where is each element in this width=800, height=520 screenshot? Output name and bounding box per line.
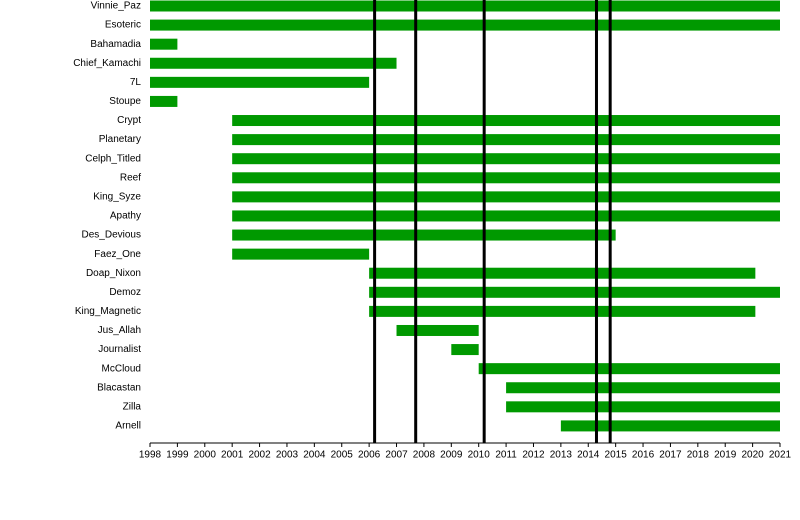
bar (232, 229, 616, 241)
x-tick-label: 2004 (303, 450, 326, 461)
bar (478, 363, 780, 375)
bar (396, 324, 479, 336)
bar (150, 57, 397, 69)
x-tick-label: 2015 (605, 450, 628, 461)
row-label: 7L (130, 77, 142, 88)
x-tick-label: 2011 (495, 450, 517, 461)
row-label: Des_Devious (82, 230, 141, 241)
x-tick-label: 2020 (741, 450, 764, 461)
bar (232, 115, 780, 127)
x-tick-label: 2019 (714, 450, 737, 461)
x-tick-label: 2000 (194, 450, 217, 461)
x-tick-label: 2018 (687, 450, 710, 461)
bar (369, 305, 756, 317)
bar (232, 248, 370, 260)
row-label: Apathy (110, 211, 141, 222)
x-tick-label: 1999 (166, 450, 189, 461)
x-tick-label: 2003 (276, 450, 299, 461)
row-label: Faez_One (94, 249, 141, 260)
row-label: King_Syze (93, 192, 141, 203)
bar (232, 172, 780, 184)
row-label: McCloud (102, 363, 141, 374)
row-label: Crypt (117, 115, 141, 126)
bar (232, 134, 780, 146)
x-tick-label: 2009 (440, 450, 463, 461)
row-label: Doap_Nixon (86, 268, 141, 279)
x-tick-label: 2012 (522, 450, 545, 461)
bar (232, 153, 780, 165)
x-tick-label: 2005 (331, 450, 354, 461)
row-label: Planetary (99, 134, 141, 145)
row-label: Chief_Kamachi (73, 58, 141, 69)
row-label: Journalist (98, 344, 141, 355)
bar (150, 19, 780, 31)
bar (560, 420, 780, 432)
row-label: Jus_Allah (98, 325, 141, 336)
row-label: Celph_Titled (85, 153, 141, 164)
row-label: Arnell (115, 421, 141, 432)
row-label: Reef (120, 172, 141, 183)
x-tick-label: 2016 (632, 450, 655, 461)
bar (232, 191, 780, 203)
bar (150, 0, 780, 12)
x-tick-label: 2007 (385, 450, 408, 461)
bar (506, 401, 780, 413)
bar (150, 38, 178, 50)
row-label: Esoteric (105, 20, 141, 31)
x-tick-label: 2008 (413, 450, 436, 461)
x-tick-label: 2014 (577, 450, 600, 461)
x-tick-label: 2010 (468, 450, 491, 461)
row-label: Bahamadia (90, 39, 141, 50)
x-tick-label: 2017 (659, 450, 682, 461)
bar (150, 95, 178, 107)
bar (369, 286, 780, 298)
row-label: King_Magnetic (75, 306, 141, 317)
bar (150, 76, 370, 88)
x-tick-label: 2006 (358, 450, 381, 461)
x-tick-label: 2013 (550, 450, 573, 461)
x-tick-label: 2002 (248, 450, 271, 461)
bar (232, 210, 780, 222)
bar (506, 382, 780, 394)
row-label: Blacastan (97, 382, 141, 393)
x-tick-label: 2001 (221, 450, 244, 461)
bar (369, 267, 756, 279)
row-label: Vinnie_Paz (91, 1, 141, 12)
x-tick-label: 2021 (769, 450, 792, 461)
bar (451, 344, 479, 356)
row-label: Demoz (109, 287, 141, 298)
row-label: Stoupe (109, 96, 141, 107)
row-label: Zilla (123, 401, 142, 412)
x-tick-label: 1998 (139, 450, 162, 461)
